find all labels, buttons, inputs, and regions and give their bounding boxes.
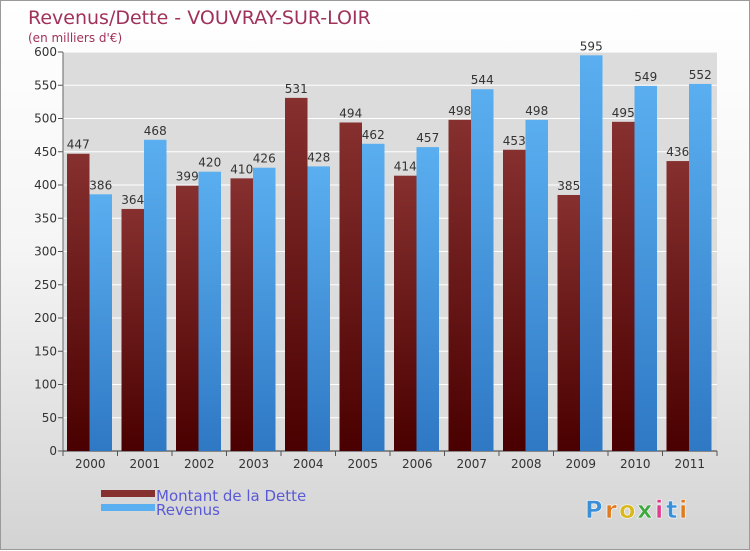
y-tick-label: 250 [34,278,57,292]
bar-dette [448,119,471,451]
y-tick-label: 100 [34,378,57,392]
logo-letter: o [619,496,636,524]
bar-revenus [580,55,603,451]
data-label: 447 [67,138,90,152]
data-label: 385 [557,179,580,193]
bar-revenus [307,166,330,451]
y-tick-label: 600 [34,45,57,59]
y-tick-label: 350 [34,211,57,225]
data-label: 531 [285,82,308,96]
data-label: 462 [362,128,385,142]
x-tick-label: 2008 [511,457,542,471]
y-tick-label: 400 [34,178,57,192]
data-label: 457 [416,131,439,145]
data-label: 549 [634,70,657,84]
data-label: 414 [394,160,417,174]
plot-area: 0 50 100 150 200 250 300 350 400 450 500 550 600 2000… [34,39,718,471]
data-label: 436 [666,145,689,159]
y-tick-label: 150 [34,344,57,358]
logo-letter: P [585,496,603,524]
bar-dette [394,175,417,451]
data-label: 399 [176,170,199,184]
bar-revenus [198,171,221,451]
y-tick-label: 550 [34,78,57,92]
bar-dette [612,121,635,451]
x-tick-label: 2006 [402,457,433,471]
data-label: 426 [253,152,276,166]
bar-revenus [634,85,657,451]
x-tick-label: 2002 [184,457,215,471]
y-tick-label: 500 [34,112,57,126]
data-label: 494 [339,106,362,120]
legend-swatch-revenus [101,504,155,511]
chart-subtitle: (en milliers d'€) [28,31,122,45]
y-tick-label: 0 [49,444,57,458]
bar-dette [230,178,253,451]
legend-swatch-dette [101,490,155,497]
logo-letter: t [666,496,677,524]
data-label: 544 [471,73,494,87]
y-tick-label: 50 [42,411,57,425]
logo-letter: i [655,496,663,524]
legend-label-dette: Montant de la Dette [156,487,306,505]
bar-dette [121,208,144,451]
data-label: 420 [198,156,221,170]
data-label: 495 [612,106,635,120]
logo-letter: i [679,496,687,524]
bar-dette [285,97,308,451]
bar-dette [67,153,90,451]
bar-revenus [253,167,276,451]
data-label: 552 [689,68,712,82]
bar-revenus [89,194,112,451]
legend: Montant de la Dette Revenus [101,487,306,519]
logo-letter: x [637,496,653,524]
bar-revenus [689,83,712,452]
bar-revenus [144,139,167,451]
y-tick-label: 300 [34,245,57,259]
chart-title: Revenus/Dette - VOUVRAY-SUR-LOIR [28,7,371,29]
y-tick-label: 450 [34,145,57,159]
bar-revenus [416,147,439,451]
data-label: 428 [307,150,330,164]
bar-dette [666,161,689,451]
data-label: 595 [580,39,603,53]
bar-dette [557,194,580,451]
data-label: 468 [144,124,167,138]
x-tick-label: 2005 [347,457,378,471]
data-label: 498 [525,104,548,118]
bar-dette [176,185,199,452]
x-tick-label: 2007 [456,457,487,471]
data-label: 453 [503,134,526,148]
bar-dette [503,149,526,451]
bar-revenus [362,143,385,451]
bar-dette [339,122,362,452]
data-label: 386 [89,178,112,192]
x-tick-label: 2000 [75,457,106,471]
data-label: 364 [121,193,144,207]
legend-label-revenus: Revenus [156,501,220,519]
x-tick-label: 2009 [565,457,596,471]
bar-revenus [525,119,548,451]
data-label: 498 [448,104,471,118]
data-label: 410 [230,162,253,176]
x-tick-label: 2003 [238,457,269,471]
bar-revenus [471,89,494,452]
logo-letter: r [605,496,617,524]
x-tick-label: 2010 [620,457,651,471]
x-tick-label: 2004 [293,457,324,471]
x-tick-label: 2001 [129,457,160,471]
y-tick-label: 200 [34,311,57,325]
x-tick-label: 2011 [674,457,705,471]
